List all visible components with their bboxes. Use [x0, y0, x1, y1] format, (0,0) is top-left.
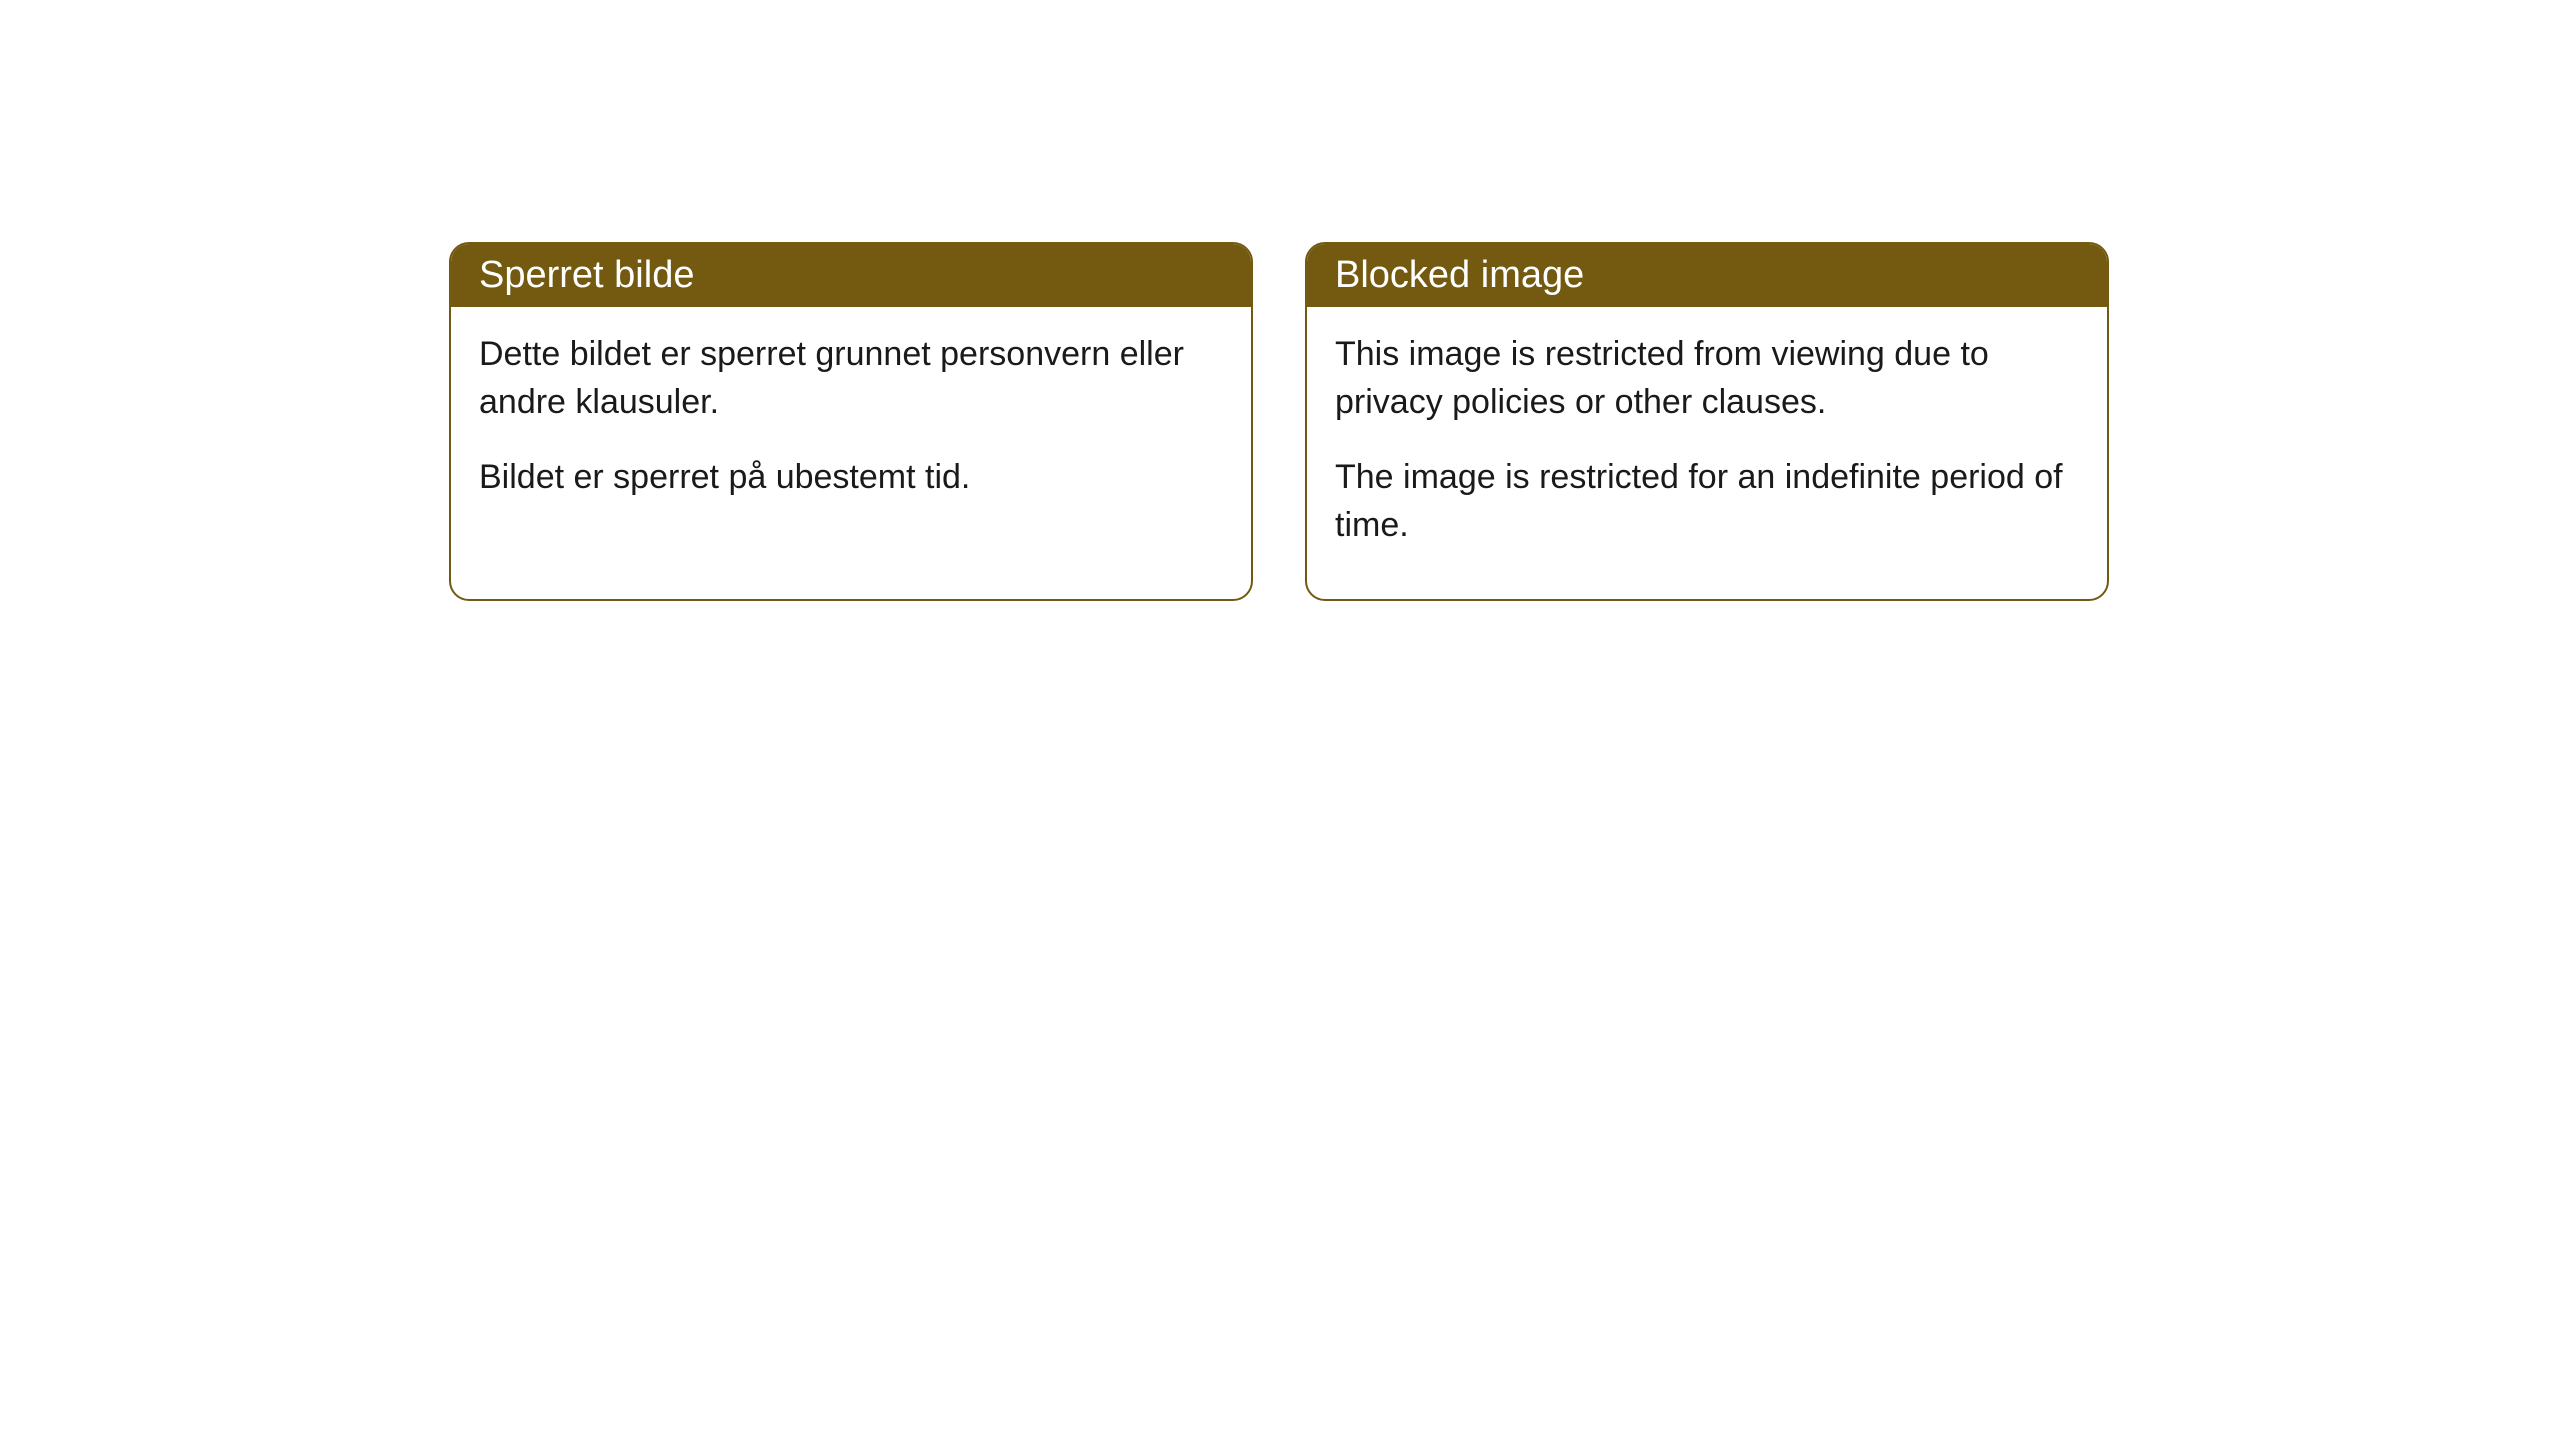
card-english: Blocked image This image is restricted f…	[1305, 242, 2109, 601]
card-paragraph-1-english: This image is restricted from viewing du…	[1335, 331, 2079, 426]
card-paragraph-2-norwegian: Bildet er sperret på ubestemt tid.	[479, 454, 1223, 502]
card-norwegian: Sperret bilde Dette bildet er sperret gr…	[449, 242, 1253, 601]
card-header-norwegian: Sperret bilde	[451, 244, 1251, 307]
card-title-norwegian: Sperret bilde	[479, 254, 694, 296]
card-paragraph-1-norwegian: Dette bildet er sperret grunnet personve…	[479, 331, 1223, 426]
card-header-english: Blocked image	[1307, 244, 2107, 307]
card-paragraph-2-english: The image is restricted for an indefinit…	[1335, 454, 2079, 549]
card-body-norwegian: Dette bildet er sperret grunnet personve…	[451, 307, 1251, 552]
cards-container: Sperret bilde Dette bildet er sperret gr…	[449, 242, 2109, 601]
card-title-english: Blocked image	[1335, 254, 1584, 296]
card-body-english: This image is restricted from viewing du…	[1307, 307, 2107, 599]
